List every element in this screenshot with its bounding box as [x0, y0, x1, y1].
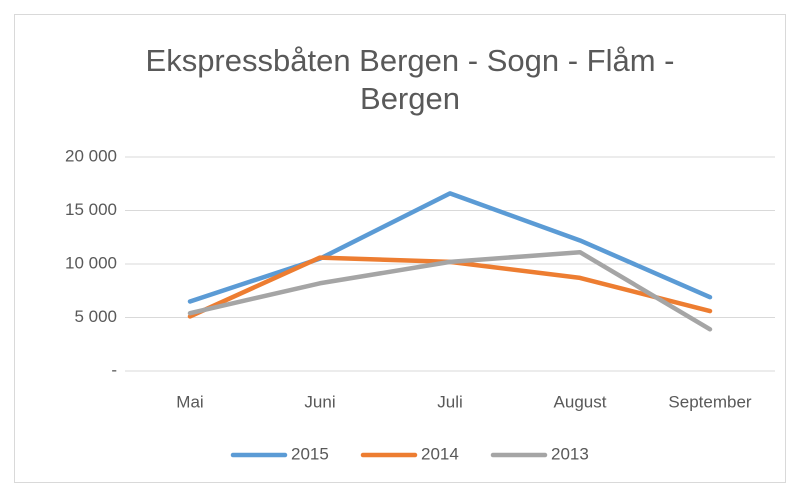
y-tick-label: 5 000	[74, 307, 117, 326]
y-tick-label: -	[111, 360, 117, 379]
x-tick-label: Juli	[437, 392, 463, 411]
chart-title: Ekspressbåten Bergen - Sogn - Flåm - Ber…	[145, 43, 675, 116]
legend-label: 2015	[291, 444, 329, 463]
x-tick-label: August	[554, 392, 607, 411]
x-tick-label: Mai	[176, 392, 203, 411]
y-tick-label: 20 000	[65, 146, 117, 165]
y-tick-label: 15 000	[65, 200, 117, 219]
legend-label: 2013	[551, 444, 589, 463]
series-line	[187, 191, 713, 304]
x-tick-label: September	[668, 392, 751, 411]
y-tick-label: 10 000	[65, 253, 117, 272]
series-line	[187, 249, 713, 332]
series-line	[187, 255, 713, 319]
chart-border	[14, 14, 786, 483]
legend-label: 2014	[421, 444, 459, 463]
x-tick-label: Juni	[304, 392, 335, 411]
